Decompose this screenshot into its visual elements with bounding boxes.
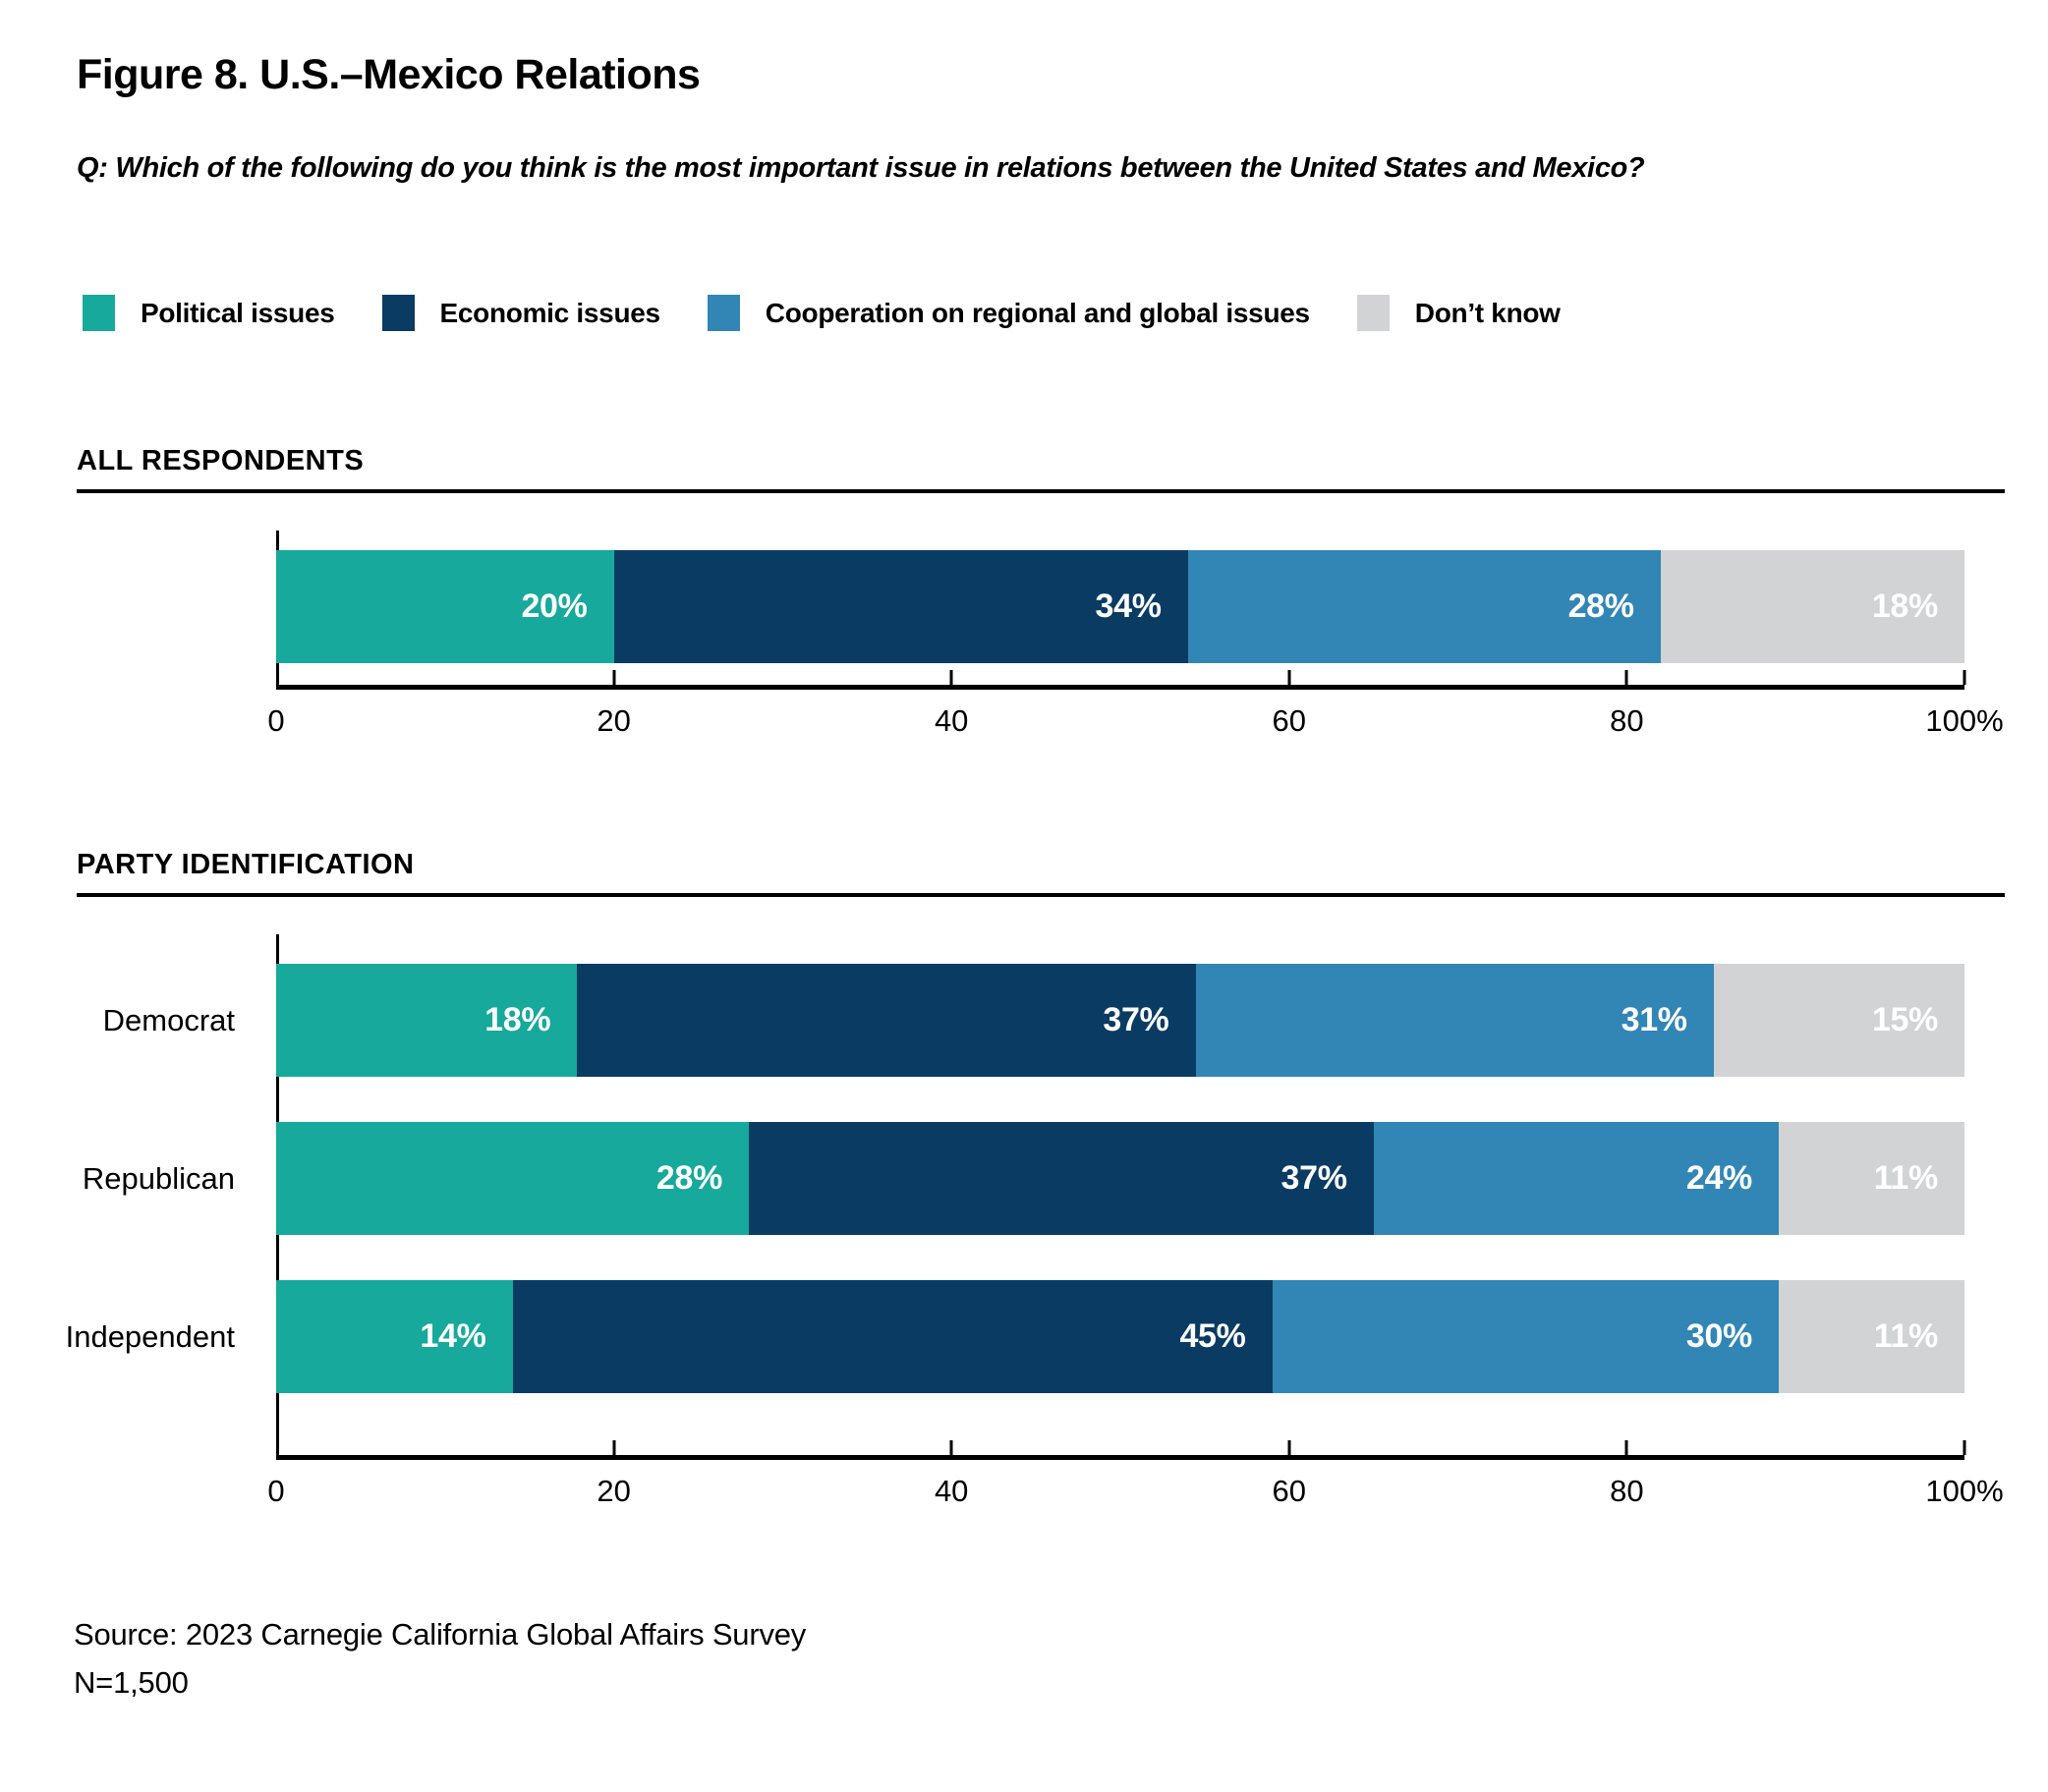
bar-value-label: 45% <box>1179 1317 1246 1355</box>
x-axis-tick <box>949 670 953 685</box>
bar-segment-economic-issues: 37% <box>749 1122 1374 1235</box>
stacked-bar: 14% 45% 30% 11% <box>276 1280 1964 1393</box>
chart-rows: 20% 34% 28% 18% <box>276 531 1964 685</box>
bar-segment-don-t-know: 15% <box>1713 964 1964 1077</box>
bar-segment-economic-issues: 37% <box>577 964 1196 1077</box>
bar-segment-political-issues: 20% <box>276 550 614 663</box>
chart-rows: Democrat 18% 37% 31% 15% Republican 28% 37% 24% 1… <box>66 934 1964 1455</box>
category-label: Independent <box>65 1319 235 1354</box>
x-axis-tick <box>1963 1440 1966 1455</box>
bar-value-label: 28% <box>1567 588 1634 625</box>
legend-item-cooperation-on-regional-and-global-issues: Cooperation on regional and global issue… <box>707 295 1310 331</box>
x-axis-tick <box>1624 670 1628 685</box>
stacked-bar: 28% 37% 24% 11% <box>276 1122 1964 1235</box>
bar-value-label: 11% <box>1873 1317 1939 1355</box>
legend-swatch-political-issues <box>83 295 115 331</box>
x-axis-tick <box>1287 670 1291 685</box>
category-label: Democrat <box>102 1003 235 1037</box>
x-axis-tick-label: 20 <box>597 703 631 738</box>
bar-segment-economic-issues: 45% <box>512 1280 1273 1393</box>
section-rule <box>77 489 2005 493</box>
x-axis-tick-label: 0 <box>267 1474 285 1508</box>
legend-swatch-economic-issues <box>381 295 415 331</box>
sample-size: N=1,500 <box>74 1664 189 1700</box>
section-rule <box>77 893 2005 897</box>
x-axis-tick <box>1287 1440 1291 1455</box>
plot-area: Democrat 18% 37% 31% 15% Republican 28% 37% 24% 1… <box>66 934 1966 1460</box>
bar-segment-don-t-know: 11% <box>1779 1122 1964 1235</box>
legend-swatch-cooperation-on-regional-and-global-issues <box>707 295 740 331</box>
chart-row-democrat: Democrat 18% 37% 31% 15% <box>103 964 1964 1077</box>
bar-segment-cooperation-on-regional-and-global-issues: 24% <box>1373 1122 1779 1235</box>
bar-value-label: 34% <box>1095 588 1162 625</box>
bar-value-label: 11% <box>1873 1159 1939 1197</box>
legend-item-don-t-know: Don’t know <box>1356 295 1561 331</box>
x-axis <box>276 1440 1966 1460</box>
x-axis <box>276 670 1966 690</box>
section-header-party-identification: PARTY IDENTIFICATION <box>77 849 415 880</box>
x-axis-tick-label: 40 <box>934 703 969 738</box>
x-axis-labels: 0 20 40 60 80 100% <box>267 1460 2003 1509</box>
bar-value-label: 31% <box>1621 1001 1687 1038</box>
x-axis-tick <box>1963 670 1966 685</box>
bar-segment-political-issues: 28% <box>276 1122 750 1235</box>
bar-value-label: 14% <box>420 1317 486 1355</box>
chart-party-identification: Democrat 18% 37% 31% 15% Republican 28% 37% 24% 1… <box>66 934 2004 1509</box>
bar-value-label: 20% <box>521 588 588 625</box>
x-axis-tick-label: 60 <box>1272 1474 1307 1508</box>
legend-label: Political issues <box>141 297 335 328</box>
figure-title: Figure 8. U.S.–Mexico Relations <box>77 51 701 98</box>
x-axis-tick-label: 20 <box>597 1474 631 1508</box>
x-axis-tick-label: 100% <box>1925 703 2004 738</box>
chart-row-independent: Independent 14% 45% 30% 11% <box>66 1280 1964 1393</box>
bar-value-label: 15% <box>1871 1001 1938 1038</box>
x-axis-tick <box>949 1440 953 1455</box>
x-axis-tick-label: 80 <box>1610 703 1644 738</box>
stacked-bar: 20% 34% 28% 18% <box>276 550 1964 663</box>
legend-label: Cooperation on regional and global issue… <box>765 297 1310 328</box>
legend-item-economic-issues: Economic issues <box>381 295 661 331</box>
bar-value-label: 28% <box>655 1159 723 1197</box>
figure: Figure 8. U.S.–Mexico Relations Q: Which… <box>66 51 2005 1708</box>
x-axis-tick-label: 0 <box>267 703 285 738</box>
bar-segment-economic-issues: 34% <box>613 550 1188 663</box>
x-axis-tick <box>612 670 616 685</box>
legend-swatch-don-t-know <box>1356 295 1390 331</box>
legend-label: Economic issues <box>439 297 661 328</box>
legend-label: Don’t know <box>1414 297 1561 328</box>
category-label: Republican <box>82 1161 235 1196</box>
section-header-all-respondents: ALL RESPONDENTS <box>77 445 365 476</box>
chart-row: 20% 34% 28% 18% <box>276 550 1964 663</box>
x-axis-tick-label: 80 <box>1610 1474 1644 1508</box>
chart-all-respondents: 20% 34% 28% 18% 0 20 40 60 80 100% <box>267 531 2004 739</box>
source-line: Source: 2023 Carnegie California Global … <box>74 1617 807 1652</box>
bar-segment-cooperation-on-regional-and-global-issues: 28% <box>1187 550 1661 663</box>
x-axis-tick-label: 100% <box>1925 1474 2004 1508</box>
bar-value-label: 24% <box>1685 1159 1752 1197</box>
plot-area: 20% 34% 28% 18% <box>276 531 1966 690</box>
legend-item-political-issues: Political issues <box>83 295 335 331</box>
legend: Political issues Economic issues Cooperati… <box>83 295 2005 331</box>
x-axis-tick <box>1624 1440 1628 1455</box>
bar-segment-cooperation-on-regional-and-global-issues: 30% <box>1272 1280 1779 1393</box>
survey-question: Q: Which of the following do you think i… <box>77 152 1645 184</box>
x-axis-tick <box>612 1440 616 1455</box>
bar-value-label: 18% <box>1871 588 1938 625</box>
bar-value-label: 30% <box>1685 1317 1752 1355</box>
chart-row-republican: Republican 28% 37% 24% 11% <box>83 1122 1964 1235</box>
x-axis-tick-label: 40 <box>934 1474 969 1508</box>
bar-segment-political-issues: 18% <box>276 964 578 1077</box>
stacked-bar: 18% 37% 31% 15% <box>276 964 1964 1077</box>
bar-segment-political-issues: 14% <box>276 1280 513 1393</box>
bar-value-label: 37% <box>1103 1001 1169 1038</box>
bar-value-label: 18% <box>484 1001 551 1038</box>
bar-segment-don-t-know: 18% <box>1660 550 1964 663</box>
x-axis-labels: 0 20 40 60 80 100% <box>267 690 2003 739</box>
bar-value-label: 37% <box>1280 1159 1347 1197</box>
bar-segment-cooperation-on-regional-and-global-issues: 31% <box>1195 964 1714 1077</box>
x-axis-tick-label: 60 <box>1272 703 1307 738</box>
bar-segment-don-t-know: 11% <box>1779 1280 1964 1393</box>
source-note: Source: 2023 Carnegie California Global … <box>74 1611 2005 1708</box>
